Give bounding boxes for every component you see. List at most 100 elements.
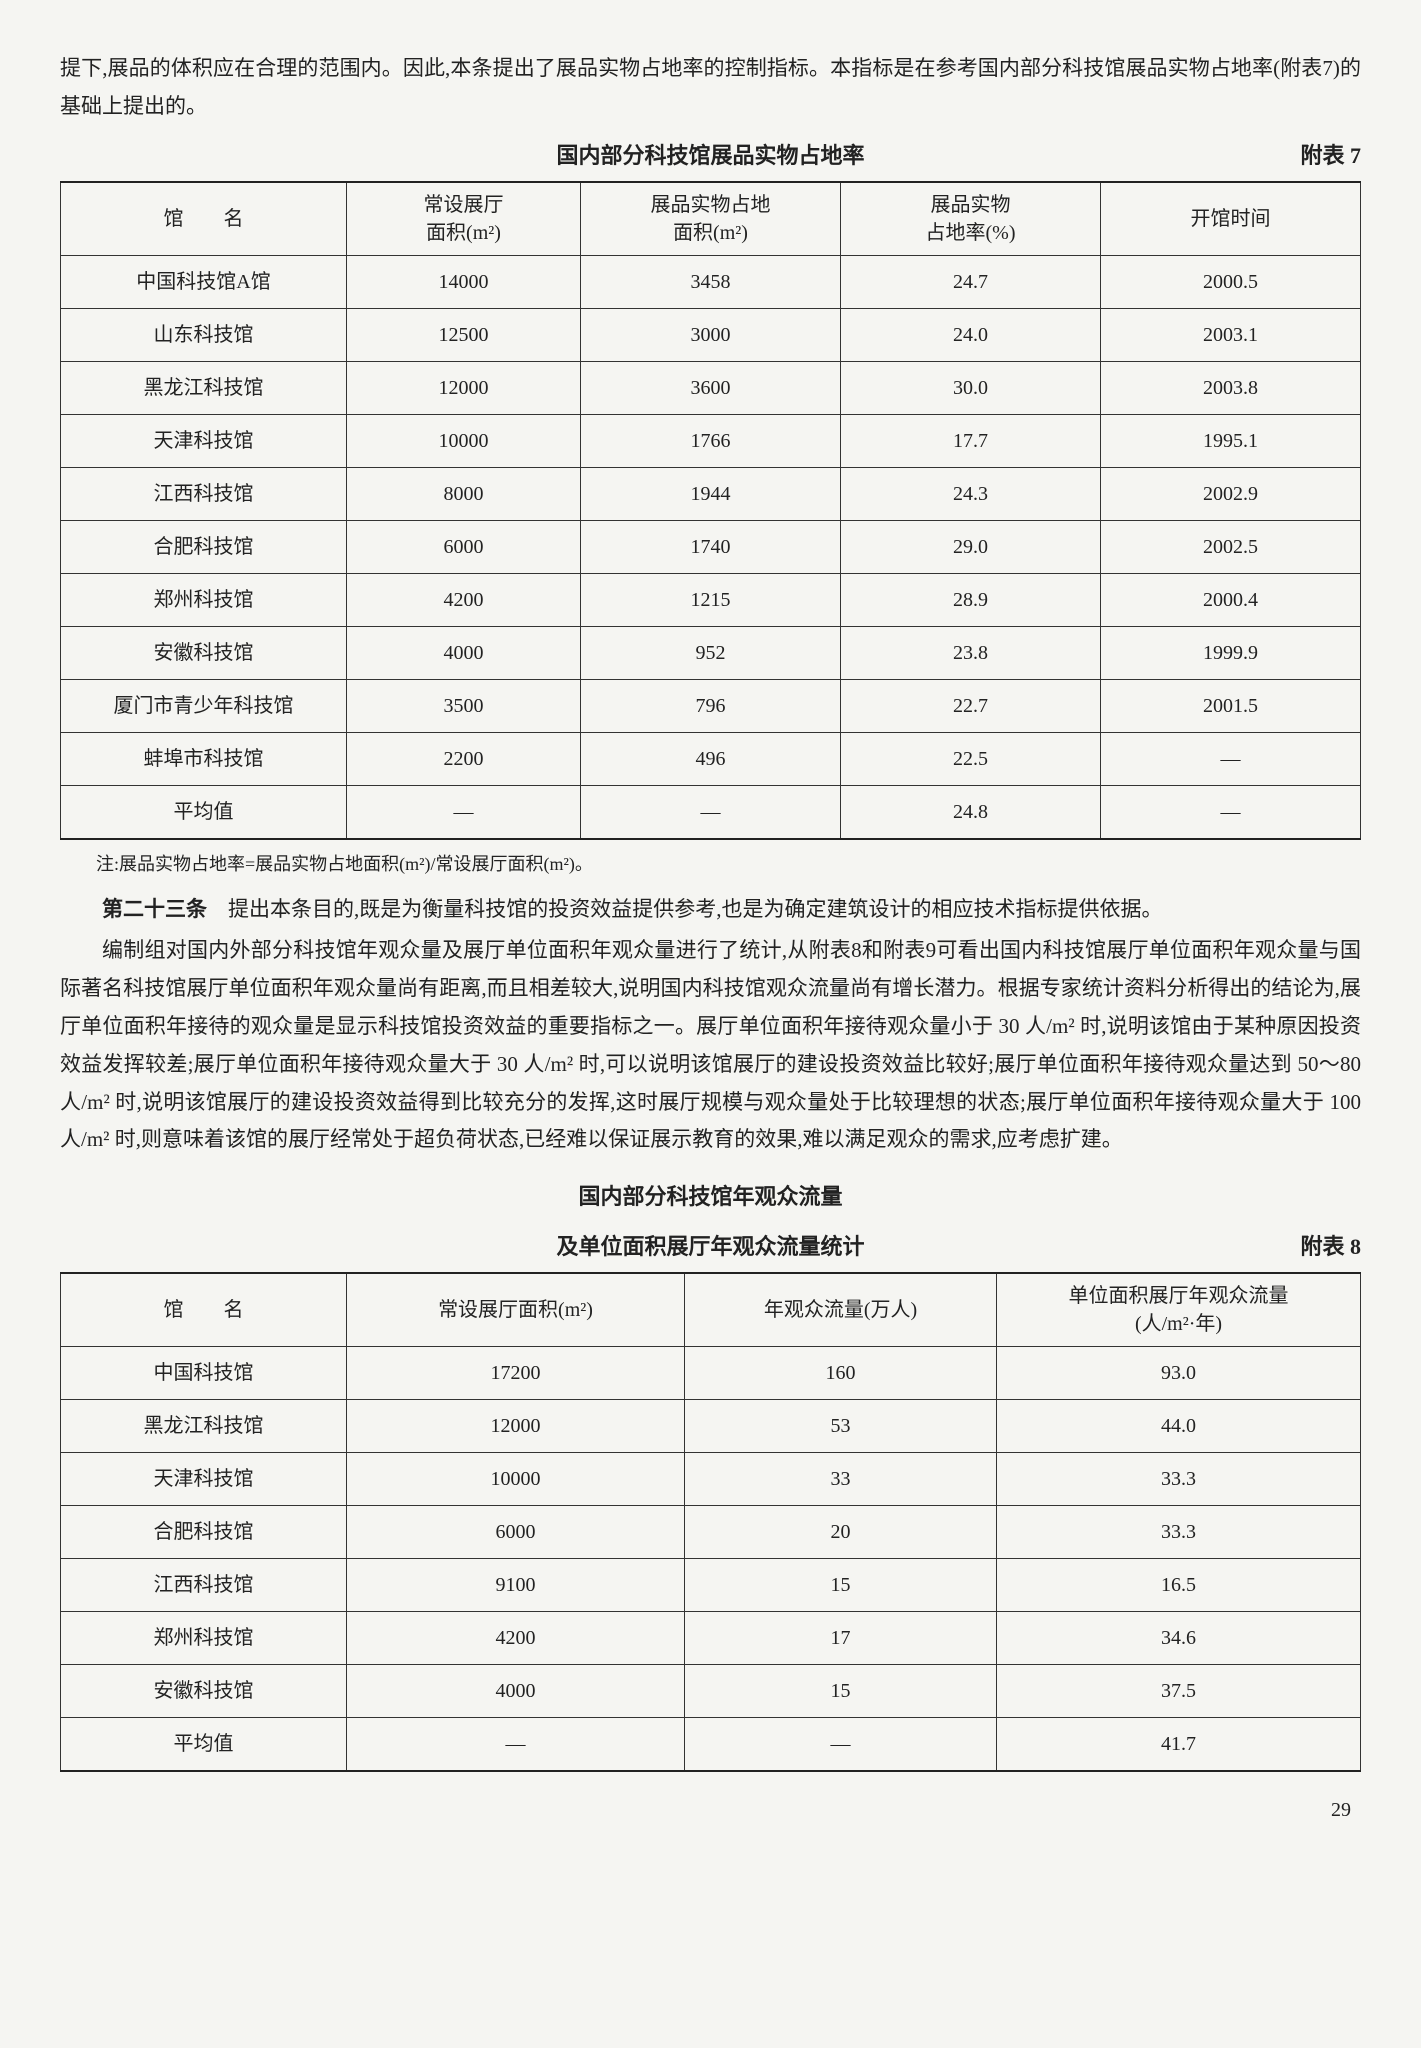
table-cell: 952: [581, 627, 841, 680]
table-row: 天津科技馆10000176617.71995.1: [61, 415, 1361, 468]
table-cell: —: [1101, 786, 1361, 840]
table-cell: 22.7: [841, 680, 1101, 733]
table-cell: 4200: [347, 574, 581, 627]
table8-col-visitors: 年观众流量(万人): [685, 1273, 997, 1347]
table7-col-rate: 展品实物占地率(%): [841, 182, 1101, 256]
table-cell: 天津科技馆: [61, 1453, 347, 1506]
table-row: 蚌埠市科技馆220049622.5—: [61, 733, 1361, 786]
table-cell: —: [347, 1718, 685, 1772]
table8-title1: 国内部分科技馆年观众流量: [60, 1177, 1361, 1217]
table-cell: 10000: [347, 1453, 685, 1506]
table-cell: 6000: [347, 1506, 685, 1559]
table-cell: 2003.1: [1101, 309, 1361, 362]
article23-lead: 第二十三条: [102, 897, 207, 921]
article23-para2: 编制组对国内外部分科技馆年观众量及展厅单位面积年观众量进行了统计,从附表8和附表…: [60, 932, 1361, 1159]
table-cell: 3000: [581, 309, 841, 362]
table-cell: 1999.9: [1101, 627, 1361, 680]
table-cell: 12000: [347, 1400, 685, 1453]
table-cell: 33.3: [997, 1506, 1361, 1559]
table8-title2: 及单位面积展厅年观众流量统计: [200, 1227, 1221, 1267]
table-cell: 33.3: [997, 1453, 1361, 1506]
table-row: 江西科技馆91001516.5: [61, 1559, 1361, 1612]
table-cell: 44.0: [997, 1400, 1361, 1453]
table-cell: 17: [685, 1612, 997, 1665]
table-cell: 1944: [581, 468, 841, 521]
table-cell: 2000.4: [1101, 574, 1361, 627]
table-cell: 12000: [347, 362, 581, 415]
table-cell: 29.0: [841, 521, 1101, 574]
table8-label: 附表 8: [1221, 1227, 1361, 1267]
table-cell: 3600: [581, 362, 841, 415]
table-cell: 23.8: [841, 627, 1101, 680]
table-cell: 3500: [347, 680, 581, 733]
table-cell: 厦门市青少年科技馆: [61, 680, 347, 733]
table8-col-name: 馆 名: [61, 1273, 347, 1347]
table-cell: 平均值: [61, 786, 347, 840]
table-row: 郑州科技馆4200121528.92000.4: [61, 574, 1361, 627]
table-row: 天津科技馆100003333.3: [61, 1453, 1361, 1506]
table-row: 厦门市青少年科技馆350079622.72001.5: [61, 680, 1361, 733]
table-cell: 33: [685, 1453, 997, 1506]
article23-para1-text: 提出本条目的,既是为衡量科技馆的投资效益提供参考,也是为确定建筑设计的相应技术指…: [207, 897, 1163, 921]
table7-col-name: 馆 名: [61, 182, 347, 256]
table-row: 黑龙江科技馆12000360030.02003.8: [61, 362, 1361, 415]
table7-col-date: 开馆时间: [1101, 182, 1361, 256]
article23-para1: 第二十三条 提出本条目的,既是为衡量科技馆的投资效益提供参考,也是为确定建筑设计…: [60, 891, 1361, 929]
table-cell: 24.8: [841, 786, 1101, 840]
table-cell: 28.9: [841, 574, 1101, 627]
table7-title-row: 国内部分科技馆展品实物占地率 附表 7: [60, 136, 1361, 176]
table-cell: 安徽科技馆: [61, 1665, 347, 1718]
table-cell: 1740: [581, 521, 841, 574]
table8-col-unit: 单位面积展厅年观众流量(人/m²·年): [997, 1273, 1361, 1347]
table-cell: 天津科技馆: [61, 415, 347, 468]
table-cell: 17.7: [841, 415, 1101, 468]
table-cell: 20: [685, 1506, 997, 1559]
table-cell: 黑龙江科技馆: [61, 1400, 347, 1453]
table-cell: 黑龙江科技馆: [61, 362, 347, 415]
table-cell: 24.7: [841, 256, 1101, 309]
table-cell: 24.3: [841, 468, 1101, 521]
table-cell: 蚌埠市科技馆: [61, 733, 347, 786]
table-row: 平均值——24.8—: [61, 786, 1361, 840]
table-cell: 24.0: [841, 309, 1101, 362]
table-cell: 1995.1: [1101, 415, 1361, 468]
table-cell: 4000: [347, 627, 581, 680]
table-cell: —: [581, 786, 841, 840]
table-row: 中国科技馆1720016093.0: [61, 1347, 1361, 1400]
table-cell: 22.5: [841, 733, 1101, 786]
table-cell: 中国科技馆: [61, 1347, 347, 1400]
table-cell: 30.0: [841, 362, 1101, 415]
table7-label: 附表 7: [1221, 136, 1361, 176]
table-cell: 9100: [347, 1559, 685, 1612]
table-cell: 1766: [581, 415, 841, 468]
table7-note: 注:展品实物占地率=展品实物占地面积(m²)/常设展厅面积(m²)。: [60, 848, 1361, 880]
table7-header-row: 馆 名 常设展厅面积(m²) 展品实物占地面积(m²) 展品实物占地率(%) 开…: [61, 182, 1361, 256]
table-cell: 53: [685, 1400, 997, 1453]
table-row: 郑州科技馆42001734.6: [61, 1612, 1361, 1665]
table8-title-row: 及单位面积展厅年观众流量统计 附表 8: [60, 1227, 1361, 1267]
table-cell: 2001.5: [1101, 680, 1361, 733]
table-cell: 37.5: [997, 1665, 1361, 1718]
table-row: 合肥科技馆6000174029.02002.5: [61, 521, 1361, 574]
page-number: 29: [60, 1792, 1361, 1828]
table-cell: 山东科技馆: [61, 309, 347, 362]
table-cell: 2200: [347, 733, 581, 786]
table7-title: 国内部分科技馆展品实物占地率: [200, 136, 1221, 176]
table-row: 黑龙江科技馆120005344.0: [61, 1400, 1361, 1453]
table-cell: 12500: [347, 309, 581, 362]
table8: 馆 名 常设展厅面积(m²) 年观众流量(万人) 单位面积展厅年观众流量(人/m…: [60, 1272, 1361, 1772]
table-row: 山东科技馆12500300024.02003.1: [61, 309, 1361, 362]
table-cell: 15: [685, 1665, 997, 1718]
table-row: 江西科技馆8000194424.32002.9: [61, 468, 1361, 521]
table-row: 安徽科技馆400095223.81999.9: [61, 627, 1361, 680]
table-cell: —: [347, 786, 581, 840]
table-row: 平均值——41.7: [61, 1718, 1361, 1772]
table-cell: 796: [581, 680, 841, 733]
table-cell: 15: [685, 1559, 997, 1612]
table-cell: 3458: [581, 256, 841, 309]
table7-col-area: 常设展厅面积(m²): [347, 182, 581, 256]
table7: 馆 名 常设展厅面积(m²) 展品实物占地面积(m²) 展品实物占地率(%) 开…: [60, 181, 1361, 840]
table-row: 中国科技馆A馆14000345824.72000.5: [61, 256, 1361, 309]
table-cell: 2003.8: [1101, 362, 1361, 415]
table-cell: 8000: [347, 468, 581, 521]
